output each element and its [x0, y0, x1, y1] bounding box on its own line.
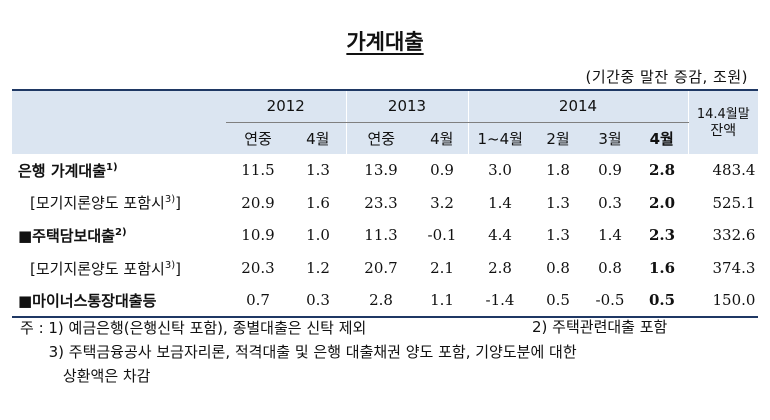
- cell: 0.5: [546, 291, 570, 310]
- cell: 20.3: [241, 259, 275, 278]
- cell: 1.6: [306, 193, 330, 212]
- cell: 2.8: [488, 259, 512, 278]
- cell: 11.5: [241, 161, 275, 180]
- page-title: 가계대출: [346, 30, 424, 54]
- cell: 20.7: [364, 259, 398, 278]
- cell: 0.9: [430, 161, 454, 180]
- cell: 2.3: [648, 226, 676, 245]
- table-row: [모기지론양도 포함시3)] 20.3 1.2 20.7 2.1 2.8 0.8…: [12, 252, 758, 285]
- cell: 3.0: [488, 161, 512, 180]
- cell: 1.6: [648, 259, 676, 278]
- cell: 150.0: [712, 291, 756, 310]
- cell: 374.3: [712, 259, 756, 278]
- row-label: ■마이너스통장대출등: [18, 291, 157, 310]
- header-sub: 연중: [226, 122, 290, 154]
- footnote-line: 2) 주택관련대출 포함: [532, 318, 668, 336]
- cell: 2.8: [369, 291, 393, 310]
- table-row: 은행 가계대출1) 11.5 1.3 13.9 0.9 3.0 1.8 0.9 …: [12, 154, 758, 187]
- header-sub: 1~4월: [467, 122, 532, 154]
- cell: 2.1: [430, 259, 454, 278]
- cell: 1.2: [306, 259, 330, 278]
- cell: 0.8: [598, 259, 622, 278]
- header-sub: 4월: [416, 122, 468, 154]
- cell: 1.3: [546, 226, 570, 245]
- cell: 10.9: [241, 226, 275, 245]
- cell: 483.4: [712, 161, 756, 180]
- header-sub: 4월: [290, 122, 346, 154]
- cell: 4.4: [488, 226, 512, 245]
- cell: 1.3: [306, 161, 330, 180]
- cell: 23.3: [364, 193, 398, 212]
- row-label: ■주택담보대출2): [18, 226, 127, 245]
- header-blank: [12, 90, 226, 154]
- cell: 1.4: [598, 226, 622, 245]
- cell: -1.4: [485, 291, 515, 310]
- cell: 332.6: [712, 226, 756, 245]
- cell: 0.9: [598, 161, 622, 180]
- cell: 2.8: [648, 161, 676, 180]
- cell: 1.8: [546, 161, 570, 180]
- header-balance: 14.4월말 잔액: [687, 90, 758, 154]
- table-row: [모기지론양도 포함시3)] 20.9 1.6 23.3 3.2 1.4 1.3…: [12, 187, 758, 220]
- cell: 2.0: [648, 193, 676, 212]
- header-year-2013: 2013: [345, 90, 468, 123]
- table-row: ■마이너스통장대출등 0.7 0.3 2.8 1.1 -1.4 0.5 -0.5…: [12, 284, 758, 317]
- footnote-line: 상환액은 차감: [20, 367, 151, 385]
- cell: 1.1: [430, 291, 454, 310]
- cell: 0.3: [306, 291, 330, 310]
- cell: 1.4: [488, 193, 512, 212]
- cell: 13.9: [364, 161, 398, 180]
- cell: 3.2: [430, 193, 454, 212]
- header-year-2012: 2012: [226, 90, 346, 123]
- cell: 0.3: [598, 193, 622, 212]
- cell: 0.5: [648, 291, 676, 310]
- header-year-2014: 2014: [467, 90, 688, 123]
- table-row: ■주택담보대출2) 10.9 1.0 11.3 -0.1 4.4 1.3 1.4…: [12, 219, 758, 252]
- footnote-line: 주 : 1) 예금은행(은행신탁 포함), 종별대출은 신탁 제외: [20, 319, 367, 337]
- header-sub: 연중: [345, 122, 416, 154]
- header-sub: 3월: [584, 122, 636, 154]
- cell: 0.7: [246, 291, 270, 310]
- cell: 20.9: [241, 193, 275, 212]
- cell: -0.5: [595, 291, 625, 310]
- cell: 525.1: [712, 193, 756, 212]
- cell: 11.3: [364, 226, 398, 245]
- row-label: [모기지론양도 포함시3)]: [30, 259, 181, 278]
- row-label: [모기지론양도 포함시3)]: [30, 194, 181, 213]
- cell: 1.3: [546, 193, 570, 212]
- footnote-line: 3) 주택금융공사 보금자리론, 적격대출 및 은행 대출채권 양도 포함, 기…: [20, 343, 577, 361]
- header-sub: 4월: [636, 122, 688, 154]
- cell: 1.0: [306, 226, 330, 245]
- loan-table: 2012 2013 2014 14.4월말 잔액 연중 4월 연중 4월 1~4월…: [12, 89, 758, 318]
- header-sub: 2월: [532, 122, 584, 154]
- row-label: 은행 가계대출1): [18, 161, 118, 180]
- unit-label: (기간중 말잔 증감, 조원): [585, 68, 748, 86]
- footnotes: 주 : 1) 예금은행(은행신탁 포함), 종별대출은 신탁 제외 3) 주택금…: [20, 316, 577, 388]
- cell: 0.8: [546, 259, 570, 278]
- cell: -0.1: [427, 226, 457, 245]
